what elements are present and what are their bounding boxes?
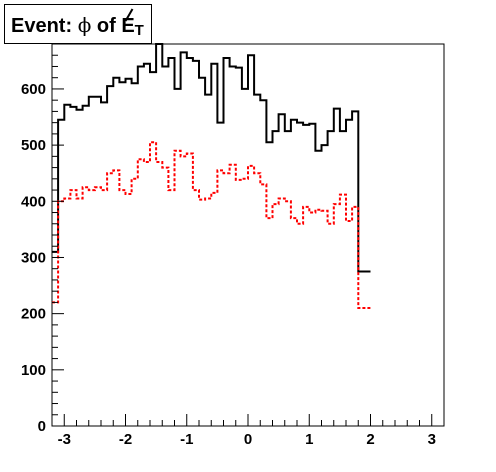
frame: [51, 43, 445, 427]
x-tick-label: -1: [180, 431, 193, 448]
y-tick-label: 100: [21, 362, 46, 379]
series-1-line: [52, 141, 371, 309]
y-tick-label: 400: [21, 193, 46, 210]
x-tick-label: 1: [305, 431, 313, 448]
series-0-line: [52, 43, 371, 273]
title-phi: ϕ: [77, 13, 92, 37]
x-tick-label: 3: [428, 431, 436, 448]
y-tick-label: 300: [21, 249, 46, 266]
title-sub: T: [134, 22, 144, 39]
x-tick-label: 2: [366, 431, 374, 448]
y-tick-label: 200: [21, 306, 46, 323]
title-of: of: [91, 15, 122, 37]
y-tick-label: 500: [21, 137, 46, 154]
x-tick-label: 0: [244, 431, 252, 448]
title-met: E: [121, 6, 135, 43]
y-tick-label: 600: [21, 81, 46, 98]
title-prefix: Event:: [11, 15, 78, 37]
axis-layer: 0 100 200 300 400 500 600 -3 -2 -1 0 1 2 3: [21, 43, 436, 448]
y-tick-label: 0: [38, 418, 46, 435]
series-layer: [52, 43, 371, 309]
x-tick-label: -3: [58, 431, 71, 448]
x-tick-label: -2: [119, 431, 132, 448]
